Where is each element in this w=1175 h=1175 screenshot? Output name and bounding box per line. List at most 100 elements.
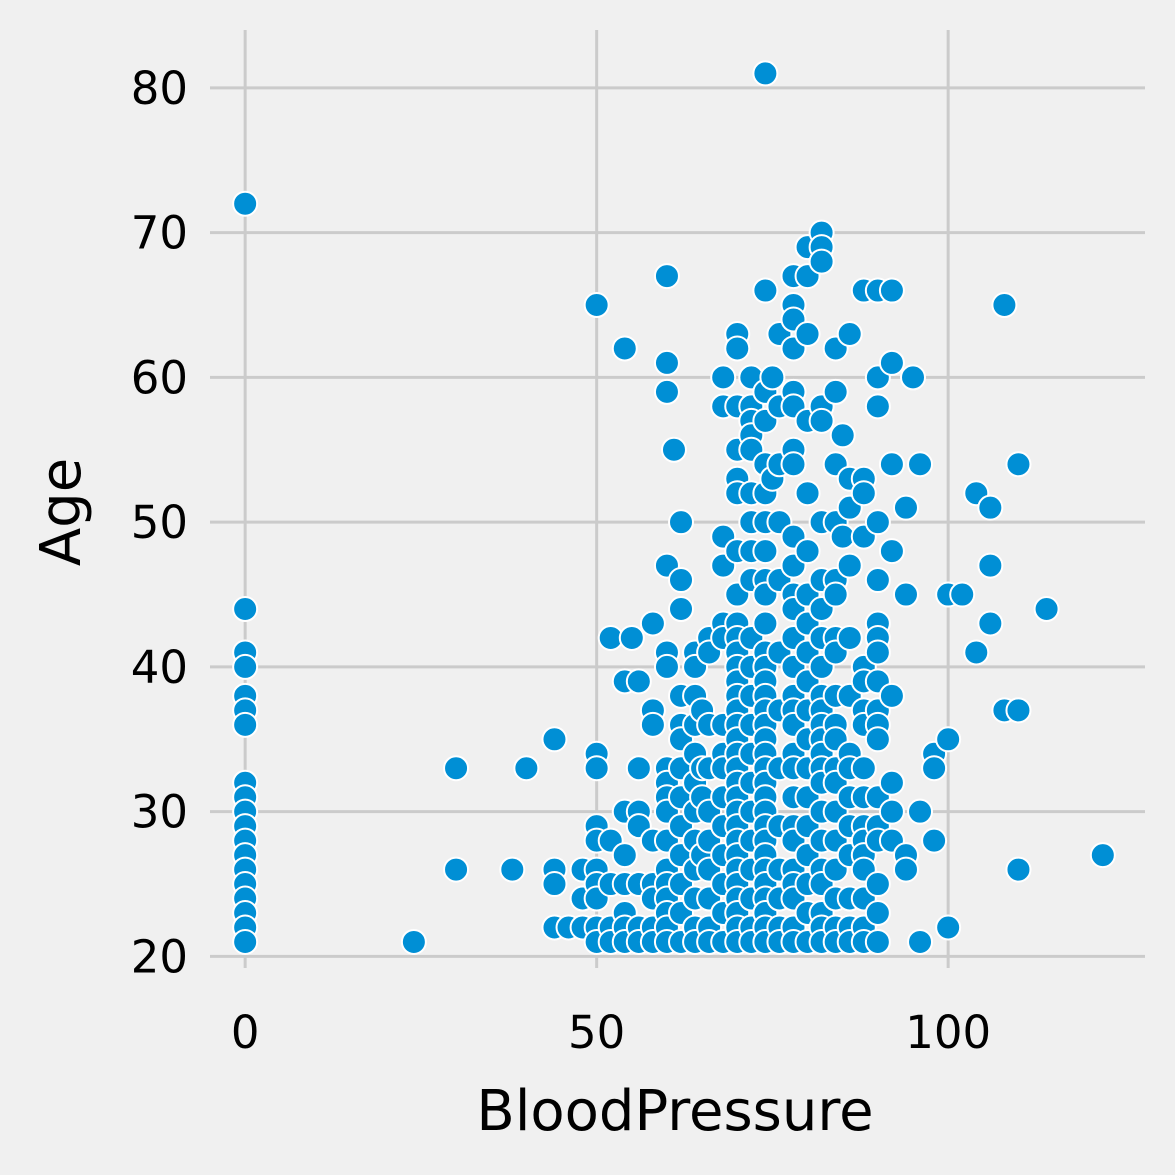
data-point — [752, 60, 779, 87]
data-point — [907, 451, 934, 478]
data-point — [443, 755, 470, 782]
data-point — [864, 567, 891, 594]
data-point — [836, 624, 863, 651]
data-point — [653, 263, 680, 290]
data-point — [752, 538, 779, 565]
data-point — [583, 292, 610, 319]
data-points — [232, 60, 1116, 955]
data-point — [829, 422, 856, 449]
data-point — [892, 581, 919, 608]
data-point — [892, 494, 919, 521]
data-point — [878, 349, 905, 376]
data-point — [864, 928, 891, 955]
data-point — [864, 871, 891, 898]
data-point — [878, 682, 905, 709]
data-point — [759, 364, 786, 391]
data-point — [639, 610, 666, 637]
data-point — [878, 451, 905, 478]
y-tick-label: 20 — [131, 930, 188, 983]
data-point — [1005, 451, 1032, 478]
data-point — [878, 769, 905, 796]
y-axis-label: Age — [29, 458, 94, 566]
data-point — [625, 668, 652, 695]
data-point — [963, 639, 990, 666]
data-point — [864, 509, 891, 536]
data-point — [878, 798, 905, 825]
data-point — [864, 639, 891, 666]
data-point — [977, 494, 1004, 521]
data-point — [232, 928, 259, 955]
data-point — [668, 596, 695, 623]
data-point — [794, 538, 821, 565]
x-tick-label: 0 — [231, 1006, 260, 1059]
data-point — [639, 711, 666, 738]
data-point — [724, 335, 751, 362]
data-point — [935, 914, 962, 941]
data-point — [232, 711, 259, 738]
y-tick-label: 40 — [131, 641, 188, 694]
data-point — [921, 827, 948, 854]
data-point — [541, 726, 568, 753]
data-point — [1033, 596, 1060, 623]
x-tick-label: 50 — [568, 1006, 625, 1059]
data-point — [892, 856, 919, 883]
data-point — [864, 393, 891, 420]
y-tick-label: 70 — [131, 207, 188, 260]
data-point — [900, 364, 927, 391]
data-point — [907, 798, 934, 825]
x-tick-label: 100 — [905, 1006, 991, 1059]
data-point — [752, 277, 779, 304]
data-point — [611, 842, 638, 869]
data-point — [921, 755, 948, 782]
data-point — [1089, 842, 1116, 869]
y-tick-label: 60 — [131, 351, 188, 404]
data-point — [499, 856, 526, 883]
data-point — [949, 581, 976, 608]
x-tick-labels: 0 50 100 — [231, 1006, 991, 1059]
y-tick-label: 80 — [131, 62, 188, 115]
data-point — [822, 581, 849, 608]
data-point — [808, 248, 835, 275]
data-point — [850, 755, 877, 782]
data-point — [977, 552, 1004, 579]
data-point — [822, 378, 849, 405]
data-point — [232, 190, 259, 217]
data-point — [850, 480, 877, 507]
y-tick-label: 30 — [131, 786, 188, 839]
data-point — [513, 755, 540, 782]
y-tick-labels: 20 30 40 50 60 70 80 — [131, 62, 188, 984]
data-point — [864, 726, 891, 753]
y-tick-label: 50 — [131, 496, 188, 549]
data-point — [541, 871, 568, 898]
data-point — [660, 436, 687, 463]
data-point — [794, 320, 821, 347]
data-point — [400, 928, 427, 955]
data-point — [232, 653, 259, 680]
data-point — [794, 480, 821, 507]
data-point — [232, 596, 259, 623]
data-point — [836, 320, 863, 347]
data-point — [780, 451, 807, 478]
data-point — [618, 624, 645, 651]
data-point — [864, 899, 891, 926]
data-point — [653, 349, 680, 376]
x-axis-label: BloodPressure — [476, 1079, 873, 1144]
data-point — [611, 335, 638, 362]
data-point — [878, 277, 905, 304]
data-point — [710, 364, 737, 391]
data-point — [1005, 856, 1032, 883]
data-point — [653, 653, 680, 680]
data-point — [808, 407, 835, 434]
data-point — [991, 292, 1018, 319]
data-point — [836, 552, 863, 579]
data-point — [443, 856, 470, 883]
data-point — [878, 538, 905, 565]
data-point — [935, 726, 962, 753]
data-point — [668, 509, 695, 536]
data-point — [653, 378, 680, 405]
data-point — [907, 928, 934, 955]
data-point — [625, 755, 652, 782]
data-point — [583, 755, 610, 782]
